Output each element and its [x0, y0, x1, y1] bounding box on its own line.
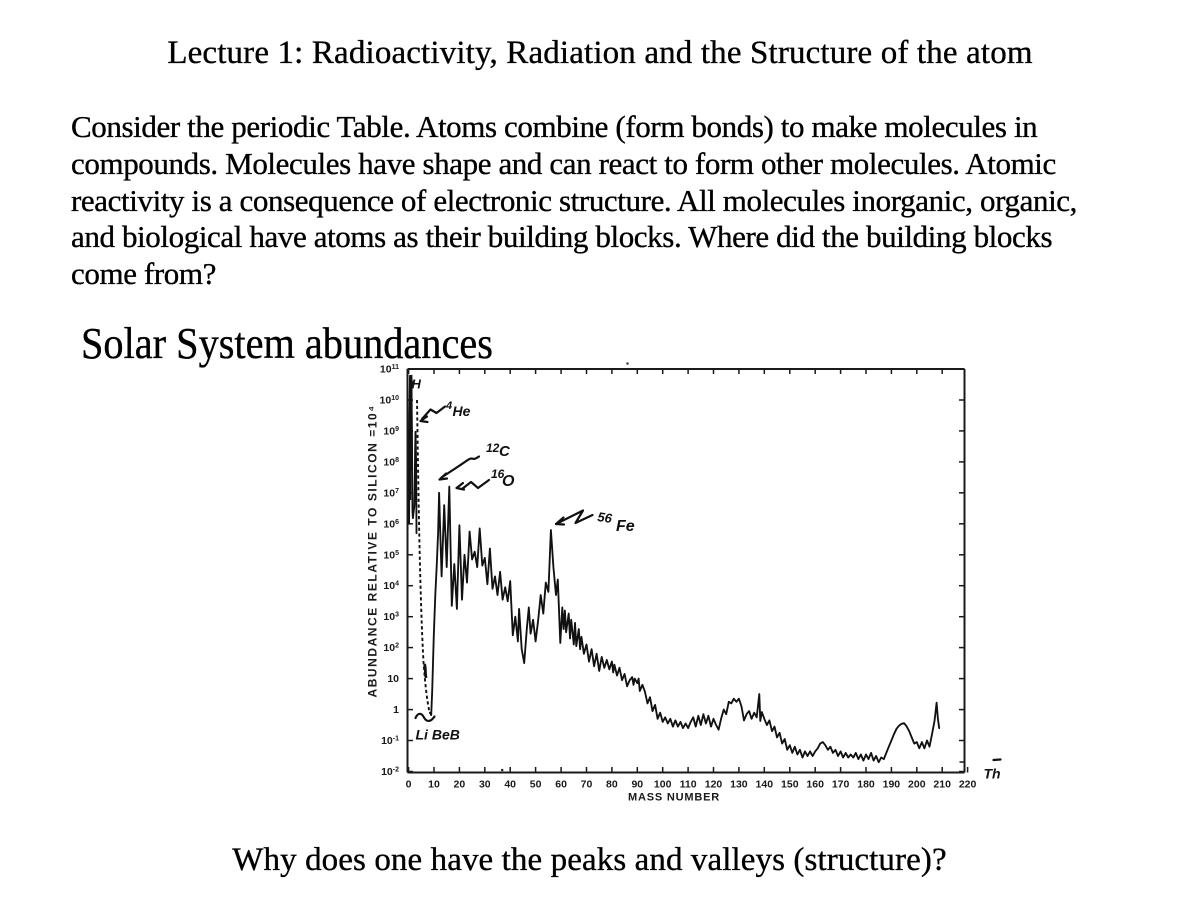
svg-text:10-2: 10-2: [381, 766, 399, 778]
svg-text:30: 30: [479, 779, 491, 791]
svg-text:108: 108: [383, 456, 399, 468]
svg-text:160: 160: [806, 779, 824, 791]
svg-text:107: 107: [383, 487, 399, 499]
svg-text:12: 12: [486, 441, 500, 455]
svg-text:70: 70: [581, 779, 593, 791]
svg-text:10: 10: [387, 673, 399, 685]
svg-text:130: 130: [730, 779, 748, 791]
svg-text:40: 40: [504, 779, 516, 791]
svg-text:0: 0: [406, 779, 412, 791]
svg-text:60: 60: [555, 779, 567, 791]
svg-text:Fe: Fe: [616, 518, 635, 535]
svg-text:103: 103: [383, 611, 399, 623]
svg-text:10: 10: [428, 779, 440, 791]
svg-text:ABUNDANCE RELATIVE TO SILICON: ABUNDANCE RELATIVE TO SILICON =10⁴: [366, 404, 380, 697]
svg-text:10-1: 10-1: [381, 735, 399, 747]
svg-text:50: 50: [530, 779, 542, 791]
svg-text:100: 100: [654, 779, 672, 791]
svg-text:180: 180: [857, 779, 875, 791]
svg-text:1010: 1010: [380, 395, 400, 407]
svg-text:105: 105: [383, 549, 399, 561]
svg-text:O: O: [502, 473, 515, 490]
svg-text:140: 140: [756, 779, 774, 791]
svg-text:He: He: [453, 403, 471, 419]
svg-text:150: 150: [781, 779, 799, 791]
svg-text:190: 190: [883, 779, 901, 791]
svg-text:56: 56: [597, 509, 614, 526]
svg-text:C: C: [499, 443, 511, 460]
svg-text:102: 102: [383, 642, 399, 654]
svg-text:200: 200: [908, 779, 926, 791]
svg-text:1011: 1011: [380, 364, 399, 376]
svg-text:4: 4: [445, 400, 452, 412]
svg-text:16: 16: [491, 467, 505, 481]
svg-text:210: 210: [933, 779, 951, 791]
svg-text:20: 20: [454, 779, 466, 791]
svg-text:80: 80: [606, 779, 618, 791]
svg-text:H: H: [412, 377, 422, 392]
svg-text:110: 110: [680, 779, 697, 791]
svg-text:Li BeB: Li BeB: [416, 727, 460, 743]
svg-text:90: 90: [631, 779, 643, 791]
svg-text:104: 104: [383, 580, 399, 592]
svg-text:170: 170: [832, 779, 850, 791]
svg-text:220: 220: [959, 779, 977, 791]
svg-text:109: 109: [383, 425, 399, 437]
svg-text:1: 1: [393, 704, 399, 716]
svg-text:Th: Th: [984, 766, 1001, 782]
svg-text:MASS NUMBER: MASS NUMBER: [628, 792, 720, 804]
svg-text:120: 120: [705, 779, 723, 791]
svg-text:106: 106: [383, 518, 399, 530]
